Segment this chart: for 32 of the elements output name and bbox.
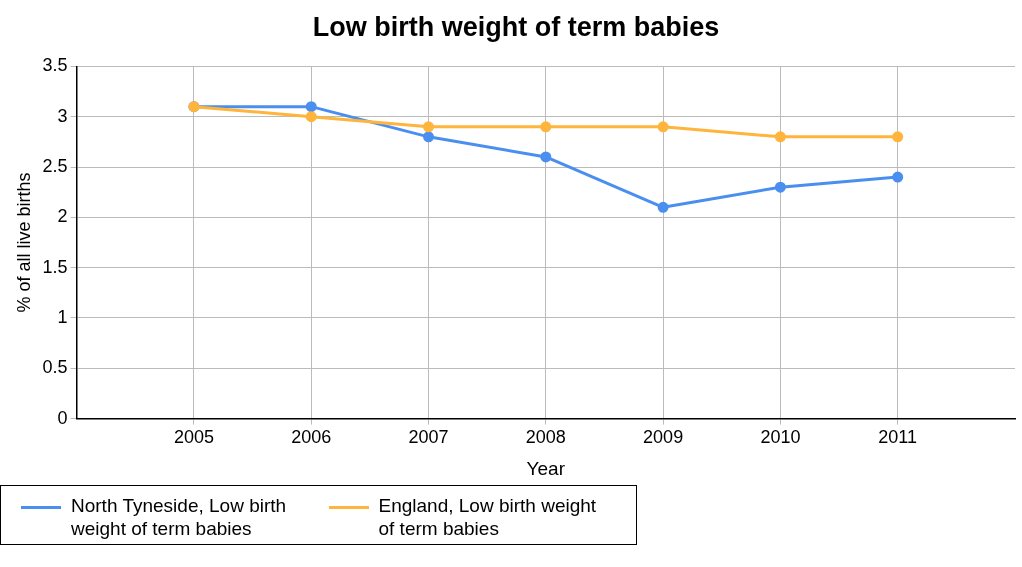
y-tick-label: 1 [57, 306, 68, 327]
y-tick-label: 2.5 [42, 156, 68, 176]
point [540, 151, 552, 163]
x-tick-label: 2009 [643, 427, 684, 448]
point [657, 201, 669, 213]
x-tick-label: 2008 [525, 427, 566, 448]
point [892, 131, 904, 143]
y-axis-title: % of all live births [13, 172, 34, 313]
y-tick-label: 3.5 [42, 55, 68, 76]
chart-title: Low birth weight of term babies [312, 11, 720, 42]
x-tick-label: 2011 [878, 427, 918, 448]
y-tick-label: 2 [57, 206, 68, 227]
x-tick-label: 2006 [291, 427, 332, 448]
y-tick-label: 3 [57, 105, 68, 126]
point [774, 181, 786, 193]
x-tick-label: 2007 [408, 427, 449, 448]
x-axis-title: Year [526, 457, 566, 479]
x-tick-label: 2010 [760, 427, 801, 448]
point [305, 101, 317, 113]
point [423, 131, 435, 143]
legend-label: England, Low birth weight of term babies [378, 494, 598, 540]
point [892, 171, 904, 183]
y-tick-label: 0.5 [42, 357, 68, 378]
point [774, 131, 786, 143]
point [657, 121, 669, 133]
legend-label: North Tyneside, Low birth weight of term babies [71, 494, 288, 540]
y-tick-label: 0 [57, 407, 68, 428]
point [540, 121, 552, 133]
point [305, 111, 317, 123]
point [423, 121, 435, 133]
y-tick-label: 1.5 [42, 256, 68, 277]
x-tick-label: 2005 [173, 427, 214, 448]
